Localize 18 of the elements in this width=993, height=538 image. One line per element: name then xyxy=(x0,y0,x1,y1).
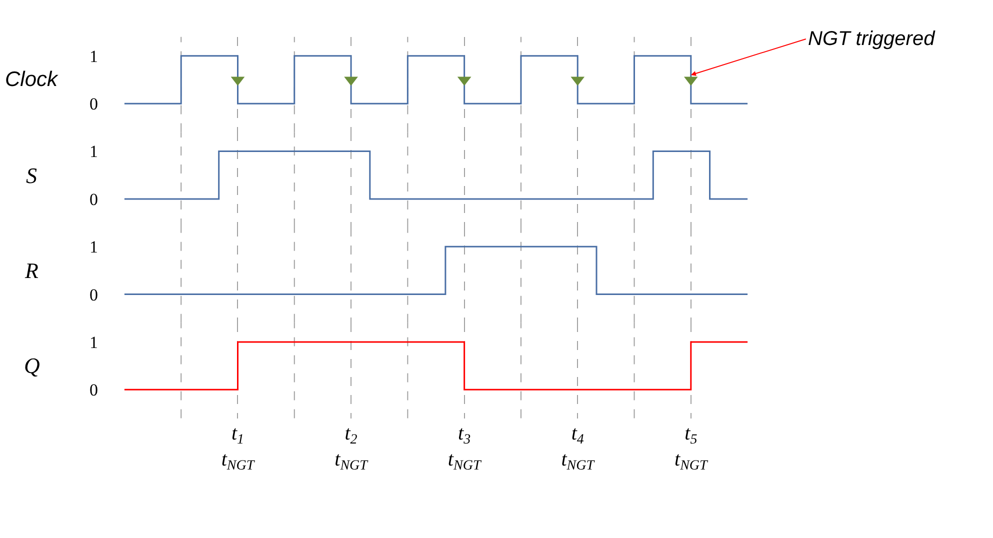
y-tick-label: 1 xyxy=(90,332,98,352)
x-tick-label: t$_{2}$ t$_{NGT}$ xyxy=(334,422,369,474)
y-axis-title: Clock xyxy=(5,68,60,91)
x-tick-label: t$_{5}$ t$_{NGT}$ xyxy=(674,422,709,474)
y-tick-label: 1 xyxy=(90,238,98,257)
y-axis-title: Q xyxy=(24,353,40,378)
y-axis-title: R xyxy=(24,258,39,283)
x-tick-label: t$_{1}$ t$_{NGT}$ xyxy=(221,422,256,474)
y-tick-label: 1 xyxy=(90,142,98,162)
y-tick-label: 0 xyxy=(90,190,98,209)
y-tick-label: 0 xyxy=(90,94,98,114)
y-tick-label: 0 xyxy=(90,380,98,400)
x-tick-label: t$_{3}$ t$_{NGT}$ xyxy=(448,422,482,474)
annotation: NGT triggered xyxy=(808,28,936,50)
y-axis-title: S xyxy=(26,163,37,188)
y-tick-label: 0 xyxy=(90,285,98,304)
y-tick-label: 1 xyxy=(90,46,98,66)
x-tick-label: t$_{4}$ t$_{NGT}$ xyxy=(561,422,596,474)
